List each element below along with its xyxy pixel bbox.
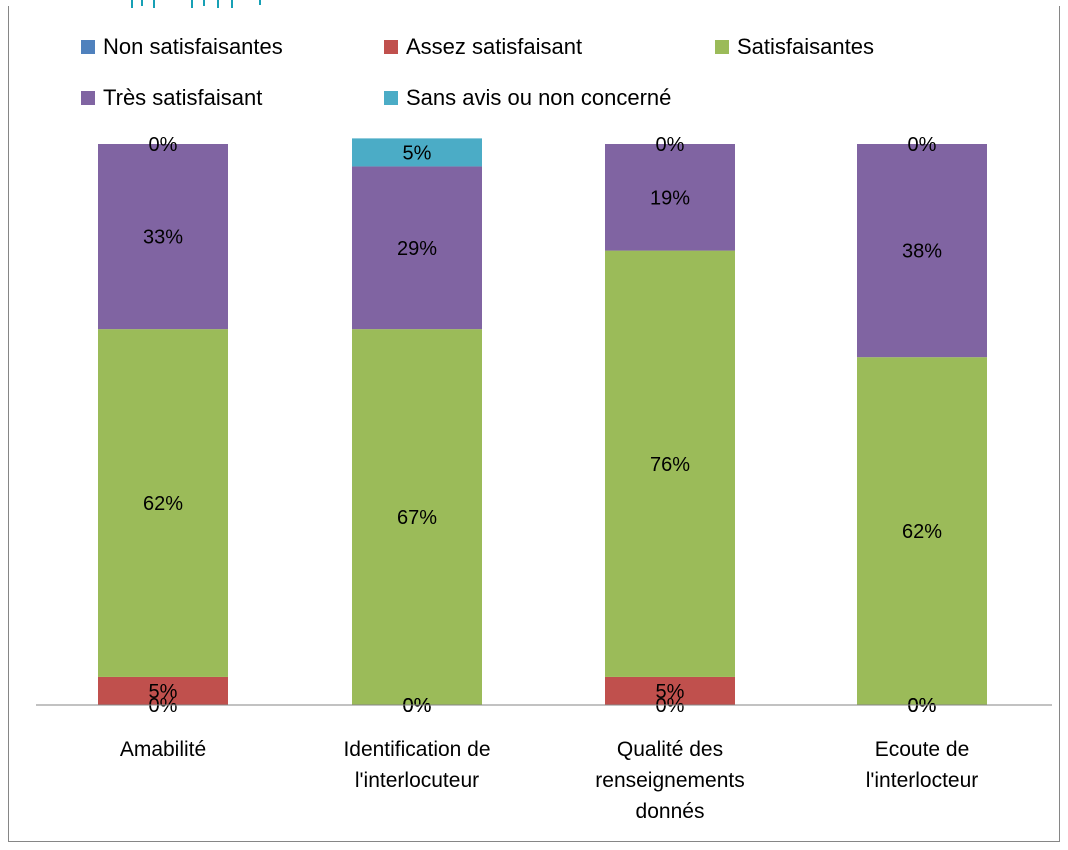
data-label-3-non-satisfaisantes: 0%: [656, 695, 685, 717]
data-label-1-satisfaisantes: 62%: [143, 493, 183, 515]
x-tick-label-4-line-2: l'interlocteur: [866, 769, 979, 792]
legend-label-assez-satisfaisant: Assez satisfaisant: [406, 34, 582, 59]
data-label-3-assez-satisfaisant: 5%: [656, 681, 685, 703]
data-label-2-assez-satisfaisant: 0%: [403, 695, 432, 717]
data-label-1-sans-avis-ou-non-concerne: 0%: [149, 134, 178, 156]
x-tick-label-2-line-1: Identification de: [343, 738, 490, 761]
data-label-3-satisfaisantes: 76%: [650, 454, 690, 476]
bar-1-tres-satisfaisant: [98, 144, 228, 330]
data-label-1-non-satisfaisantes: 0%: [149, 695, 178, 717]
x-tick-label-1-line-1: Amabilité: [120, 738, 206, 761]
data-label-3-tres-satisfaisant: 19%: [650, 187, 690, 209]
data-label-2-non-satisfaisantes: 0%: [403, 695, 432, 717]
data-label-4-sans-avis-ou-non-concerne: 0%: [908, 134, 937, 156]
data-label-4-assez-satisfaisant: 0%: [908, 695, 937, 717]
bar-1-assez-satisfaisant: [98, 676, 228, 705]
data-label-3-sans-avis-ou-non-concerne: 0%: [656, 134, 685, 156]
legend-swatch-assez-satisfaisant: [384, 40, 398, 54]
bar-3-satisfaisantes: [605, 250, 735, 677]
x-tick-label-4-line-1: Ecoute de: [875, 738, 970, 761]
legend-swatch-sans-avis-ou-non-concerne: [384, 91, 398, 105]
bar-3-assez-satisfaisant: [605, 676, 735, 705]
x-tick-label-3-line-2: renseignements: [595, 769, 744, 792]
data-label-2-tres-satisfaisant: 29%: [397, 238, 437, 260]
bar-4-satisfaisantes: [857, 357, 987, 705]
bar-3-tres-satisfaisant: [605, 144, 735, 251]
legend-swatch-non-satisfaisantes: [81, 40, 95, 54]
data-label-2-sans-avis-ou-non-concerne: 5%: [403, 142, 432, 164]
legend-label-sans-avis-ou-non-concerne: Sans avis ou non concerné: [406, 85, 671, 110]
legend: Non satisfaisantes Assez satisfaisant Sati…: [81, 34, 874, 110]
x-tick-label-3-line-3: donnés: [636, 800, 705, 823]
bar-1-satisfaisantes: [98, 329, 228, 677]
bar-2-satisfaisantes: [352, 329, 482, 705]
x-tick-label-2-line-2: l'interlocuteur: [355, 769, 479, 792]
plot-area: 0%5%62%33%0%0%0%67%29%5%0%5%76%19%0%0%0%…: [98, 134, 987, 717]
legend-swatch-satisfaisantes: [715, 40, 729, 54]
bar-2-sans-avis-ou-non-concerne: [352, 138, 482, 167]
legend-label-non-satisfaisantes: Non satisfaisantes: [103, 34, 283, 59]
legend-swatch-tres-satisfaisant: [81, 91, 95, 105]
bar-4-tres-satisfaisant: [857, 144, 987, 358]
legend-label-tres-satisfaisant: Très satisfaisant: [103, 85, 262, 110]
data-label-1-assez-satisfaisant: 5%: [149, 681, 178, 703]
data-label-4-tres-satisfaisant: 38%: [902, 241, 942, 263]
data-label-4-satisfaisantes: 62%: [902, 521, 942, 543]
legend-label-satisfaisantes: Satisfaisantes: [737, 34, 874, 59]
chart-title-fragment: [131, 0, 261, 8]
x-tick-label-3-line-1: Qualité des: [617, 738, 723, 761]
x-axis-labels: Amabilité Identification de l'interlocuteu…: [120, 738, 978, 823]
data-label-1-tres-satisfaisant: 33%: [143, 227, 183, 249]
bar-2-tres-satisfaisant: [352, 166, 482, 330]
data-label-2-satisfaisantes: 67%: [397, 507, 437, 529]
data-label-4-non-satisfaisantes: 0%: [908, 695, 937, 717]
